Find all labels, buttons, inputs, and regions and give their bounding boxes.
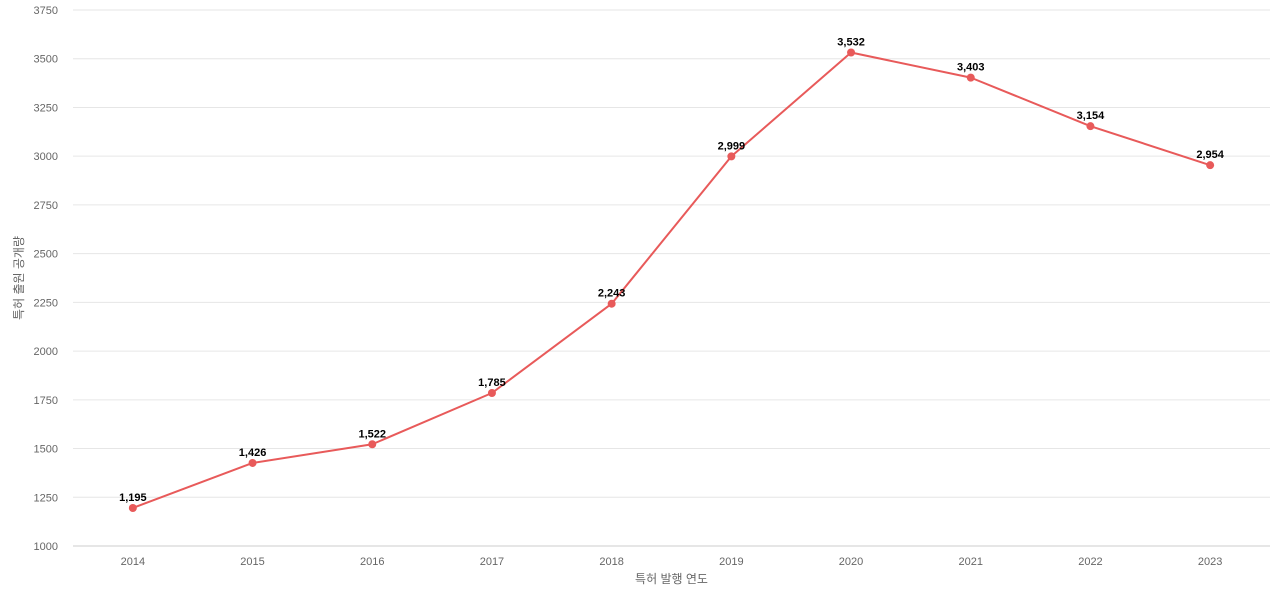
data-label: 2,243 (598, 288, 626, 300)
x-tick-label: 2014 (121, 556, 145, 568)
data-point[interactable] (607, 299, 616, 308)
data-label: 3,403 (957, 62, 985, 74)
data-point[interactable] (1086, 122, 1095, 131)
y-tick-label: 2500 (34, 249, 58, 261)
data-point[interactable] (487, 388, 496, 397)
data-point[interactable] (368, 440, 377, 449)
x-tick-label: 2022 (1078, 556, 1102, 568)
y-axis-ticks: 1000 1250 1500 1750 2000 2250 2500 2750 3000 3250… (34, 5, 58, 553)
data-label: 1,522 (358, 428, 386, 440)
data-labels: 1,195 1,426 1,522 1,785 2,243 2,999 3,532 3,403… (119, 36, 1225, 504)
series-line (132, 51, 1211, 509)
y-tick-label: 3500 (34, 54, 58, 66)
data-label: 1,785 (478, 377, 506, 389)
y-tick-label: 2000 (34, 346, 58, 358)
data-label: 3,532 (837, 36, 865, 48)
data-point[interactable] (248, 458, 257, 467)
data-point[interactable] (847, 48, 856, 57)
x-tick-label: 2021 (959, 556, 983, 568)
x-tick-label: 2023 (1198, 556, 1222, 568)
data-label: 1,426 (239, 447, 267, 459)
data-points (128, 48, 1215, 512)
x-tick-label: 2016 (360, 556, 384, 568)
x-tick-label: 2019 (719, 556, 743, 568)
x-tick-label: 2018 (599, 556, 623, 568)
x-axis-ticks: 2014 2015 2016 2017 2018 2019 2020 2021 2022 2023 (121, 556, 1223, 568)
x-axis-title: 특허 발행 연도 (635, 571, 708, 586)
x-tick-label: 2017 (480, 556, 504, 568)
data-point[interactable] (128, 503, 137, 512)
data-point[interactable] (727, 152, 736, 161)
data-label: 2,954 (1196, 149, 1224, 161)
x-tick-label: 2020 (839, 556, 863, 568)
data-point[interactable] (966, 73, 975, 82)
data-label: 2,999 (718, 140, 746, 152)
data-label: 3,154 (1077, 110, 1105, 122)
y-axis-title: 특허 출원 공개량 (12, 236, 26, 320)
y-tick-label: 1250 (34, 492, 58, 504)
y-tick-label: 3250 (34, 102, 58, 114)
y-tick-label: 3750 (34, 5, 58, 17)
x-tick-label: 2015 (240, 556, 264, 568)
series-line-group (132, 51, 1211, 509)
y-tick-label: 2250 (34, 297, 58, 309)
grid-lines (73, 9, 1270, 498)
data-point[interactable] (1206, 161, 1215, 170)
data-label: 1,195 (119, 492, 147, 504)
y-tick-label: 2750 (34, 200, 58, 212)
y-tick-label: 1500 (34, 444, 58, 456)
y-tick-label: 1750 (34, 395, 58, 407)
y-tick-label: 3000 (34, 151, 58, 163)
y-tick-label: 1000 (34, 541, 58, 553)
